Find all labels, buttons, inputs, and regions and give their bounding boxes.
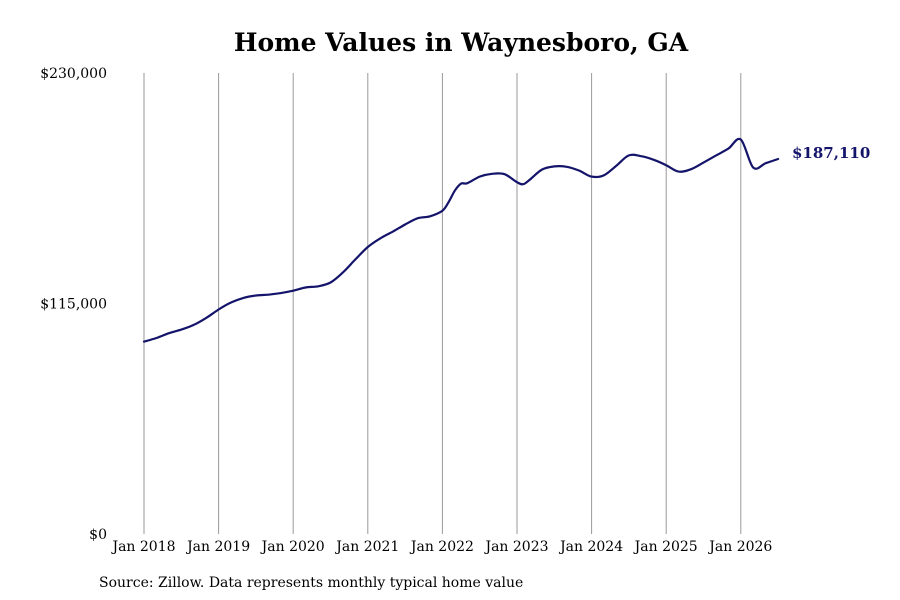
x-tick-label: Jan 2023 [483, 539, 548, 555]
y-tick-label: $115,000 [40, 297, 107, 313]
grid-lines [143, 73, 742, 534]
x-tick-label: Jan 2025 [633, 539, 698, 555]
x-tick-label: Jan 2020 [260, 539, 325, 555]
x-tick-label: Jan 2018 [110, 539, 175, 555]
source-note: Source: Zillow. Data represents monthly … [99, 575, 523, 591]
y-tick-label: $230,000 [40, 66, 107, 82]
end-value-label: $187,110 [792, 144, 870, 162]
x-tick-label: Jan 2019 [185, 539, 250, 555]
x-tick-label: Jan 2026 [707, 539, 772, 555]
x-tick-label: Jan 2022 [409, 539, 474, 555]
x-axis-ticks: Jan 2018 Jan 2019 Jan 2020 Jan 2021 Jan 2022… [110, 539, 772, 555]
chart-title: Home Values in Waynesboro, GA [234, 28, 689, 57]
home-value-line [142, 137, 780, 343]
x-tick-label: Jan 2021 [334, 539, 399, 555]
y-tick-label: $0 [89, 527, 107, 543]
x-tick-label: Jan 2024 [558, 539, 623, 555]
y-axis-ticks: $0 $115,000 $230,000 [40, 66, 107, 543]
